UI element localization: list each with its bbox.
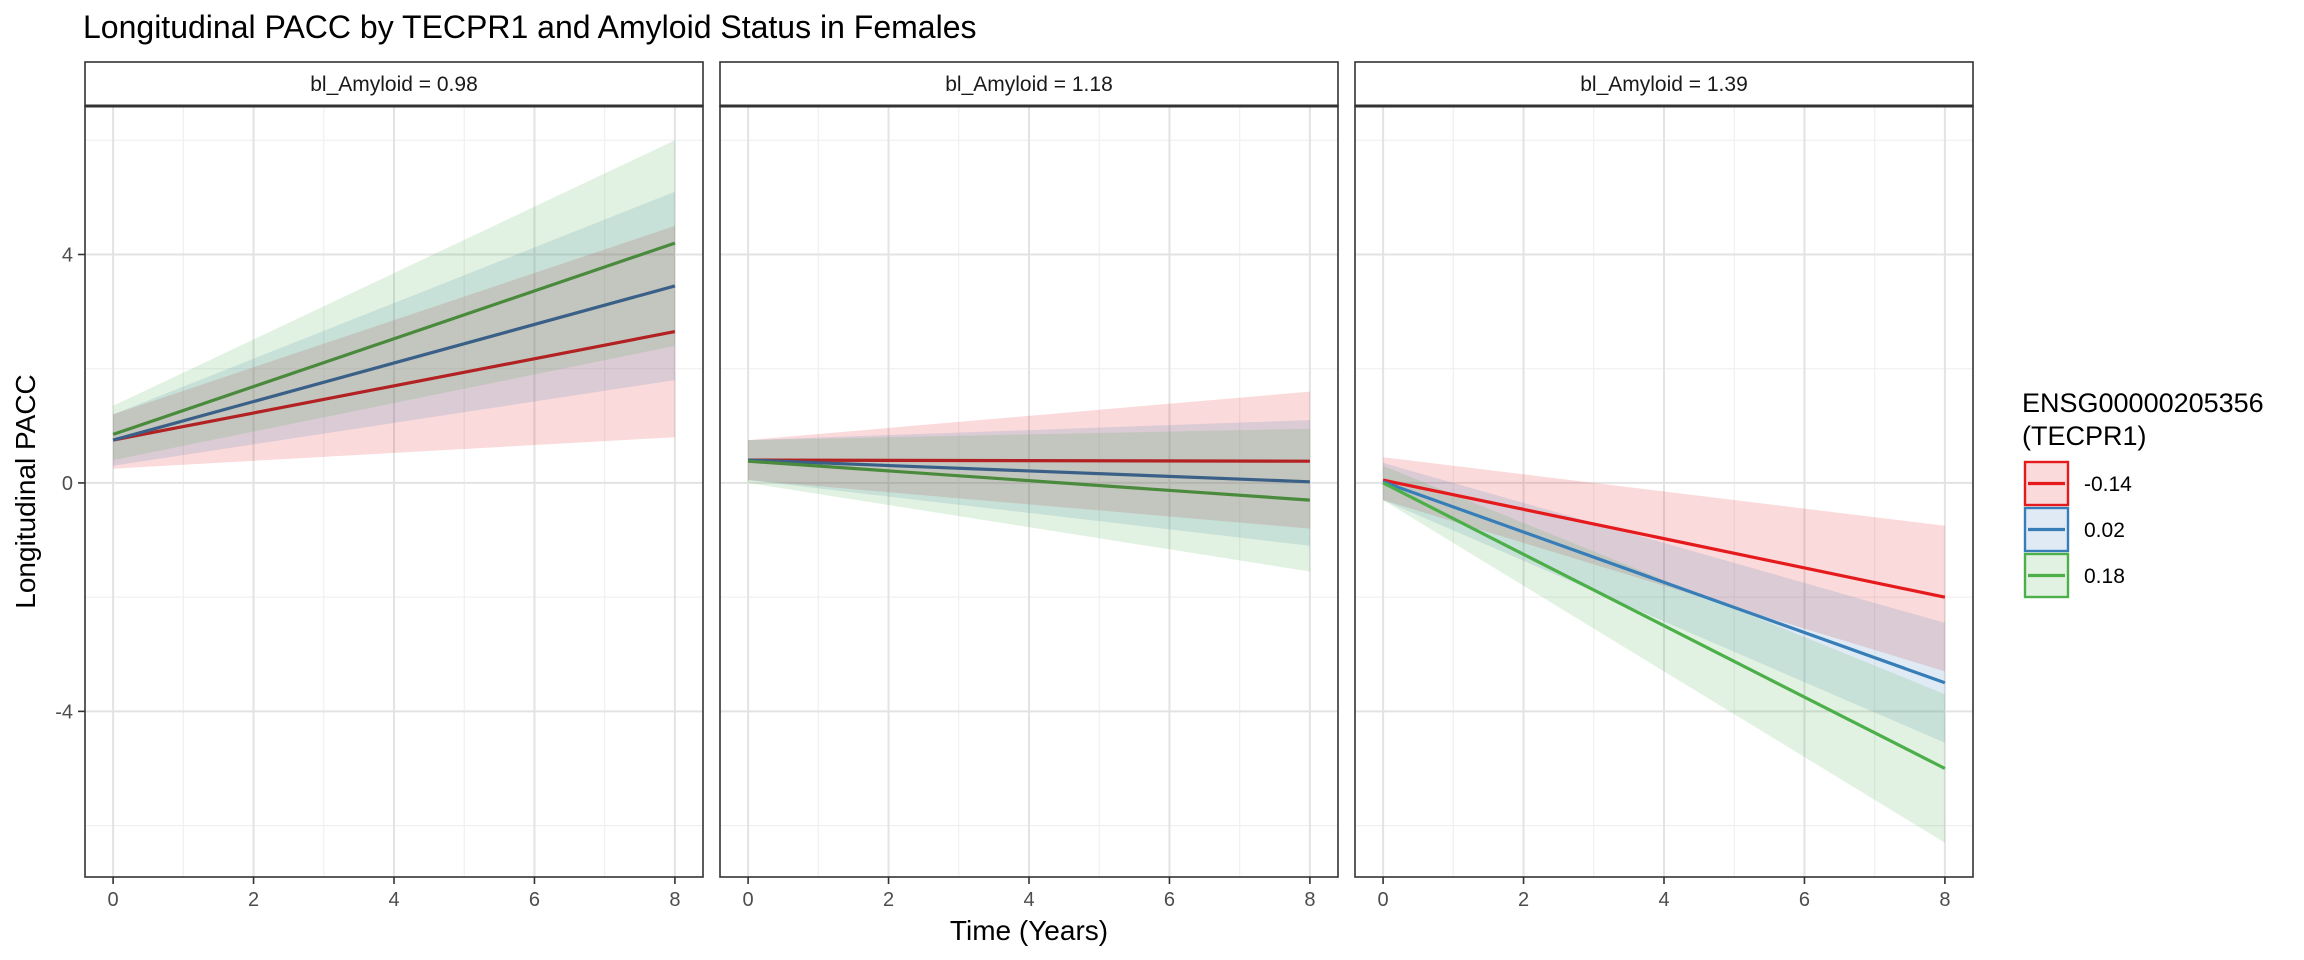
- x-tick-label: 0: [1378, 889, 1389, 911]
- facet-panel: bl_Amyloid = 1.39: [1354, 61, 1974, 878]
- x-tick-label: 8: [1939, 889, 1950, 911]
- legend-label: -0.14: [2084, 473, 2132, 496]
- series-line: [748, 458, 1310, 463]
- facet-panels: bl_Amyloid = 0.98 bl_Amyloid = 1.18 bl_Amy…: [84, 61, 1974, 878]
- series-line: [112, 284, 676, 442]
- y-tick-label: 0: [62, 473, 73, 495]
- x-tick-label: 4: [1658, 889, 1669, 911]
- legend-label: 0.18: [2084, 565, 2125, 588]
- confidence-ribbon: [1383, 465, 1945, 843]
- series-line: [748, 458, 1310, 484]
- confidence-ribbon: [113, 191, 675, 466]
- series-line: [112, 330, 676, 442]
- facet-strip: [84, 61, 704, 107]
- series-line: [1382, 481, 1946, 770]
- confidence-ribbon: [113, 225, 675, 469]
- confidence-ribbon: [113, 140, 675, 461]
- x-tick-label: 8: [669, 889, 680, 911]
- x-tick-label: 8: [1304, 889, 1315, 911]
- confidence-ribbon: [748, 420, 1310, 546]
- axes: 0 2 4 6 8 0 2 4 6 8 0 2 4 6 8 -4 0 4 Time (Years) Longitudi…: [10, 244, 1950, 946]
- y-tick-label: 4: [62, 244, 73, 266]
- x-tick-label: 6: [1799, 889, 1810, 911]
- x-tick-label: 0: [108, 889, 119, 911]
- facet-strip: [719, 61, 1339, 107]
- x-tick-label: 0: [743, 889, 754, 911]
- series-line: [112, 241, 676, 436]
- facet-strip: [1354, 61, 1974, 107]
- x-tick-label: 4: [388, 889, 399, 911]
- legend-title-line2: (TECPR1): [2022, 421, 2147, 451]
- x-tick-label: 2: [883, 889, 894, 911]
- x-tick-label: 4: [1023, 889, 1034, 911]
- legend-label: 0.02: [2084, 519, 2125, 542]
- x-tick-label: 6: [529, 889, 540, 911]
- series-line: [1382, 480, 1946, 685]
- series-line: [747, 459, 1311, 502]
- x-tick-label: 2: [1518, 889, 1529, 911]
- legend-title-line1: ENSG00000205356: [2022, 388, 2264, 418]
- chart-title: Longitudinal PACC by TECPR1 and Amyloid …: [83, 9, 976, 45]
- legend: ENSG00000205356(TECPR1) -0.14 0.02 0.18: [2022, 388, 2264, 599]
- facet-strip-label: bl_Amyloid = 0.98: [310, 73, 478, 96]
- facet-panel: bl_Amyloid = 1.18: [719, 61, 1339, 878]
- facet-strip-label: bl_Amyloid = 1.18: [945, 73, 1113, 96]
- y-axis-label: Longitudinal PACC: [10, 374, 41, 609]
- facet-strip-label: bl_Amyloid = 1.39: [1580, 73, 1748, 96]
- x-tick-label: 6: [1164, 889, 1175, 911]
- y-tick-label: -4: [55, 701, 73, 723]
- facet-panel: bl_Amyloid = 0.98: [84, 61, 704, 878]
- series-line: [1382, 478, 1946, 599]
- x-tick-label: 2: [248, 889, 259, 911]
- x-axis-label: Time (Years): [950, 915, 1108, 946]
